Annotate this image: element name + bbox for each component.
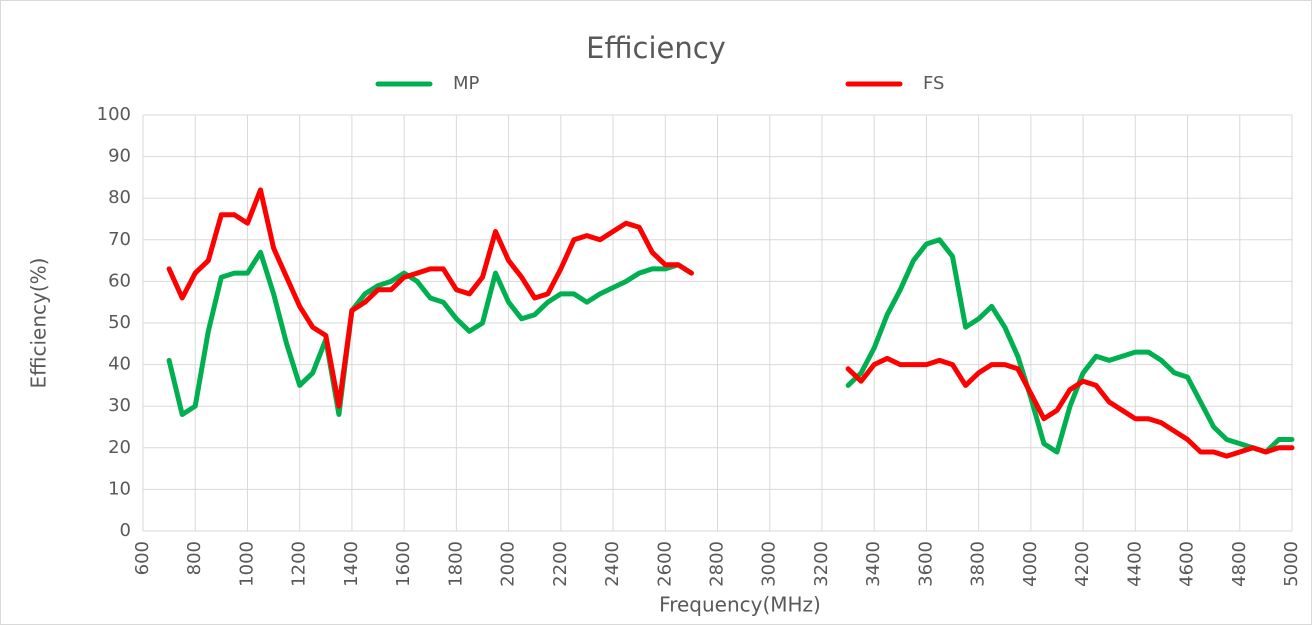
y-tick-label: 40 bbox=[108, 354, 131, 375]
x-tick-label: 1600 bbox=[393, 541, 414, 587]
x-tick-label: 1400 bbox=[341, 541, 362, 587]
x-tick-label: 3600 bbox=[915, 541, 936, 587]
line bbox=[166, 237, 1295, 455]
x-tick-label: 2400 bbox=[602, 541, 623, 587]
x-tick-label: 2200 bbox=[550, 541, 571, 587]
x-tick-label: 600 bbox=[132, 541, 153, 575]
legend-label: MP bbox=[453, 73, 480, 94]
y-tick-label: 20 bbox=[108, 437, 131, 458]
x-tick-label: 1200 bbox=[289, 541, 310, 587]
y-tick-label: 100 bbox=[97, 104, 131, 125]
x-tick-label: 4400 bbox=[1124, 541, 1145, 587]
x-tick-label: 3800 bbox=[968, 541, 989, 587]
x-tick-label: 1800 bbox=[445, 541, 466, 587]
x-tick-label: 3000 bbox=[759, 541, 780, 587]
line bbox=[166, 187, 1295, 459]
y-tick-label: 0 bbox=[120, 520, 131, 541]
y-tick-label: 80 bbox=[108, 187, 131, 208]
x-axis-label: Frequency(MHz) bbox=[659, 593, 821, 617]
x-tick-label: 4600 bbox=[1177, 541, 1198, 587]
x-tick-label: 4800 bbox=[1229, 541, 1250, 587]
x-tick-label: 2800 bbox=[707, 541, 728, 587]
y-tick-label: 50 bbox=[108, 312, 131, 333]
x-tick-label: 2000 bbox=[498, 541, 519, 587]
chart-title: Efficiency bbox=[586, 31, 726, 65]
y-tick-label: 30 bbox=[108, 395, 131, 416]
x-tick-label: 5000 bbox=[1281, 541, 1302, 587]
y-tick-label: 90 bbox=[108, 146, 131, 167]
x-tick-label: 1000 bbox=[236, 541, 257, 587]
x-tick-label: 3200 bbox=[811, 541, 832, 587]
legend-label: FS bbox=[923, 73, 944, 94]
y-axis-label: Efficiency(%) bbox=[27, 258, 51, 389]
y-tick-label: 60 bbox=[108, 270, 131, 291]
x-tick-label: 4200 bbox=[1072, 541, 1093, 587]
y-tick-label: 70 bbox=[108, 229, 131, 250]
x-tick-label: 2600 bbox=[654, 541, 675, 587]
x-tick-label: 800 bbox=[184, 541, 205, 575]
x-tick-label: 3400 bbox=[863, 541, 884, 587]
y-tick-label: 10 bbox=[108, 478, 131, 499]
x-tick-label: 4000 bbox=[1020, 541, 1041, 587]
